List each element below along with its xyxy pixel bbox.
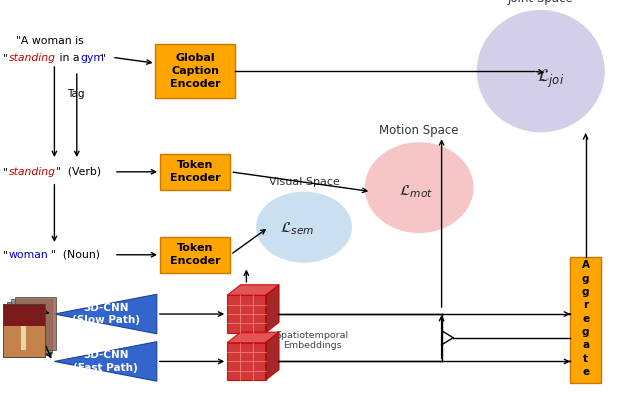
FancyBboxPatch shape <box>227 342 266 380</box>
Text: g: g <box>582 274 589 284</box>
Text: e: e <box>582 367 589 377</box>
Ellipse shape <box>365 142 474 233</box>
Polygon shape <box>54 294 157 334</box>
Text: Token: Token <box>177 160 213 170</box>
Text: ": " <box>3 53 8 64</box>
Text: g: g <box>582 287 589 297</box>
FancyBboxPatch shape <box>15 297 56 350</box>
Text: Motion Space: Motion Space <box>380 124 459 137</box>
FancyBboxPatch shape <box>570 257 601 383</box>
Text: A: A <box>582 260 589 271</box>
Text: t: t <box>583 354 588 363</box>
Polygon shape <box>3 326 45 357</box>
Text: Global: Global <box>175 53 215 63</box>
Text: Caption: Caption <box>172 66 219 76</box>
Text: (Fast Path): (Fast Path) <box>73 363 138 373</box>
Text: Spatiotemporal
Embeddings: Spatiotemporal Embeddings <box>276 331 349 350</box>
Text: "  (Verb): " (Verb) <box>56 167 101 177</box>
Text: ": " <box>3 250 8 260</box>
Ellipse shape <box>477 10 605 132</box>
Text: in a: in a <box>56 53 83 64</box>
Ellipse shape <box>256 192 352 263</box>
Text: 3D-CNN: 3D-CNN <box>83 303 129 313</box>
Text: Visual Space: Visual Space <box>269 177 339 187</box>
Text: $\mathcal{L}_{sem}$: $\mathcal{L}_{sem}$ <box>280 221 315 237</box>
Text: gym: gym <box>81 53 105 64</box>
FancyBboxPatch shape <box>160 154 230 190</box>
Polygon shape <box>266 332 279 380</box>
Polygon shape <box>21 326 26 350</box>
FancyBboxPatch shape <box>155 44 236 98</box>
Text: woman: woman <box>9 250 49 260</box>
Text: r: r <box>583 300 588 310</box>
Text: ": " <box>101 53 106 64</box>
Text: "A woman is: "A woman is <box>16 36 84 47</box>
FancyBboxPatch shape <box>227 295 266 333</box>
FancyBboxPatch shape <box>3 304 45 357</box>
Polygon shape <box>266 285 279 333</box>
Text: standing: standing <box>9 167 56 177</box>
Text: Token: Token <box>177 243 213 253</box>
Text: e: e <box>582 314 589 324</box>
Text: g: g <box>582 327 589 337</box>
Text: Encoder: Encoder <box>170 256 221 266</box>
Polygon shape <box>3 304 45 326</box>
Text: $\mathcal{L}_{mot}$: $\mathcal{L}_{mot}$ <box>399 183 433 200</box>
Polygon shape <box>227 332 279 342</box>
Text: "  (Noun): " (Noun) <box>51 250 100 260</box>
FancyBboxPatch shape <box>11 299 52 353</box>
Text: Joint Space: Joint Space <box>508 0 573 4</box>
Polygon shape <box>227 285 279 295</box>
Text: Tag: Tag <box>67 89 84 99</box>
Text: $\mathcal{L}_{joi}$: $\mathcal{L}_{joi}$ <box>537 68 564 90</box>
Text: ": " <box>3 167 8 177</box>
FancyBboxPatch shape <box>160 237 230 273</box>
Text: a: a <box>582 340 589 350</box>
Text: Encoder: Encoder <box>170 79 221 89</box>
Text: standing: standing <box>9 53 56 64</box>
Text: Encoder: Encoder <box>170 173 221 183</box>
Text: 3D-CNN: 3D-CNN <box>83 350 129 360</box>
Text: (Slow Path): (Slow Path) <box>72 315 140 325</box>
FancyBboxPatch shape <box>7 302 49 355</box>
Polygon shape <box>54 342 157 381</box>
